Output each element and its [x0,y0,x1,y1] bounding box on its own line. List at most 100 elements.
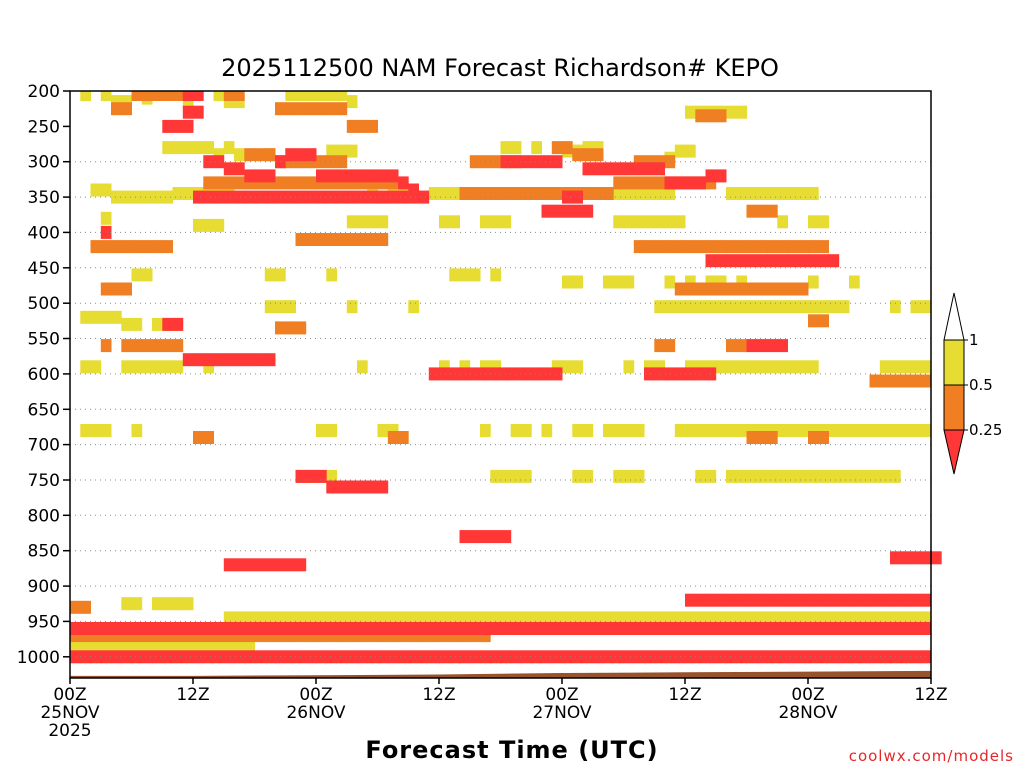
ri-cell-0.25-0.5 [182,629,194,643]
ri-cell-below-0.25 [685,176,696,190]
ri-cell-below-0.25 [490,530,501,544]
ri-cell-0.5-1 [326,268,337,282]
ri-cell-0.5-1 [869,469,881,483]
ri-cell-0.25-0.5 [377,629,389,643]
ri-cell-0.25-0.5 [152,629,163,643]
ri-cell-0.25-0.5 [705,240,717,254]
ri-cell-below-0.25 [182,622,194,635]
ri-cell-0.5-1 [900,611,911,625]
ri-cell-0.5-1 [726,424,737,437]
ri-cell-0.5-1 [838,611,850,625]
ri-cell-0.5-1 [100,310,112,324]
ri-cell-0.5-1 [705,469,717,483]
ri-cell-0.25-0.5 [254,629,266,643]
ri-cell-below-0.25 [316,469,327,483]
ri-cell-0.5-1 [746,424,758,437]
ri-cell-0.25-0.5 [305,102,317,116]
ri-cell-0.5-1 [808,275,819,289]
ri-cell-0.5-1 [695,611,706,625]
ri-cell-0.5-1 [531,611,542,625]
ri-cell-below-0.25 [603,650,614,664]
ri-cell-below-0.25 [234,162,245,176]
ri-cell-0.5-1 [890,424,901,437]
ri-cell-0.25-0.5 [141,339,153,353]
y-tick-label: 500 [28,294,60,314]
ri-cell-0.5-1 [695,469,706,483]
ri-cell-below-0.25 [377,190,389,204]
ri-cell-0.5-1 [254,611,266,625]
ri-cell-0.25-0.5 [664,339,676,353]
ri-cell-0.5-1 [879,611,891,625]
ri-cell-below-0.25 [551,155,563,169]
ri-cell-0.25-0.5 [244,176,255,190]
ri-cell-below-0.25 [172,622,184,635]
ri-cell-0.25-0.5 [326,629,337,643]
ri-cell-0.25-0.5 [551,187,563,200]
ri-cell-0.5-1 [654,611,665,625]
ri-cell-0.25-0.5 [398,431,409,444]
ri-cell-0.5-1 [213,148,225,162]
ri-cell-0.5-1 [859,611,870,625]
ri-cell-0.25-0.5 [510,187,522,200]
ri-cell-below-0.25 [234,190,245,204]
ri-cell-0.5-1 [664,611,676,625]
ri-cell-0.25-0.5 [767,240,778,254]
ri-cell-below-0.25 [182,91,194,101]
ri-cell-below-0.25 [213,155,225,169]
ri-cell-below-0.25 [367,169,378,183]
ri-cell-0.25-0.5 [695,109,706,123]
ri-cell-0.25-0.5 [234,629,245,643]
ri-cell-below-0.25 [357,480,368,494]
ri-cell-0.5-1 [623,611,635,625]
ri-cell-0.25-0.5 [275,176,286,190]
ri-cell-0.25-0.5 [459,187,471,200]
ri-cell-0.5-1 [264,611,276,625]
y-tick-label: 1000 [17,648,60,668]
ri-cell-below-0.25 [910,622,922,635]
ri-cell-below-0.25 [182,119,194,133]
ri-cell-below-0.25 [387,622,399,635]
ri-cell-0.25-0.5 [654,240,665,254]
ri-cell-0.5-1 [818,300,829,314]
ri-cell-0.5-1 [346,144,358,158]
ri-cell-0.5-1 [111,639,122,653]
ri-cell-0.5-1 [316,424,327,437]
ri-cell-below-0.25 [746,339,758,353]
ri-cell-0.5-1 [357,611,368,625]
ri-cell-below-0.25 [254,558,266,572]
ri-cell-below-0.25 [223,650,235,664]
ri-cell-0.5-1 [439,611,450,625]
ri-cell-below-0.25 [264,353,276,367]
ri-cell-0.5-1 [100,91,112,101]
ri-cell-below-0.25 [367,480,378,494]
ri-cell-below-0.25 [705,254,717,268]
ri-cell-0.25-0.5 [736,339,747,353]
ri-cell-below-0.25 [203,190,214,204]
ri-cell-0.5-1 [695,300,706,314]
ri-cell-below-0.25 [551,204,563,218]
ri-cell-0.5-1 [572,360,583,374]
ri-cell-0.5-1 [777,469,788,483]
ri-cell-0.5-1 [90,639,102,653]
ri-cell-below-0.25 [551,367,563,381]
ri-cell-0.25-0.5 [357,233,368,246]
ri-cell-0.5-1 [726,360,737,374]
ri-cell-below-0.25 [223,353,235,367]
ri-cell-0.25-0.5 [695,240,706,254]
ri-cell-0.5-1 [582,141,594,155]
chart-title: 2025112500 NAM Forecast Richardson# KEPO [221,54,779,82]
ri-cell-below-0.25 [756,339,768,353]
ri-cell-0.25-0.5 [336,155,348,169]
ri-cell-below-0.25 [449,367,460,381]
ri-cell-below-0.25 [777,650,788,664]
ri-cell-0.25-0.5 [756,204,768,218]
ri-cell-0.5-1 [633,424,645,437]
ri-cell-below-0.25 [439,367,450,381]
ri-cell-below-0.25 [223,162,235,176]
ri-cell-0.25-0.5 [336,176,348,190]
ri-cell-below-0.25 [398,622,409,635]
ri-cell-0.5-1 [808,187,819,200]
ri-cell-below-0.25 [459,367,471,381]
ri-cell-below-0.25 [767,622,778,635]
ri-cell-0.5-1 [521,469,532,483]
